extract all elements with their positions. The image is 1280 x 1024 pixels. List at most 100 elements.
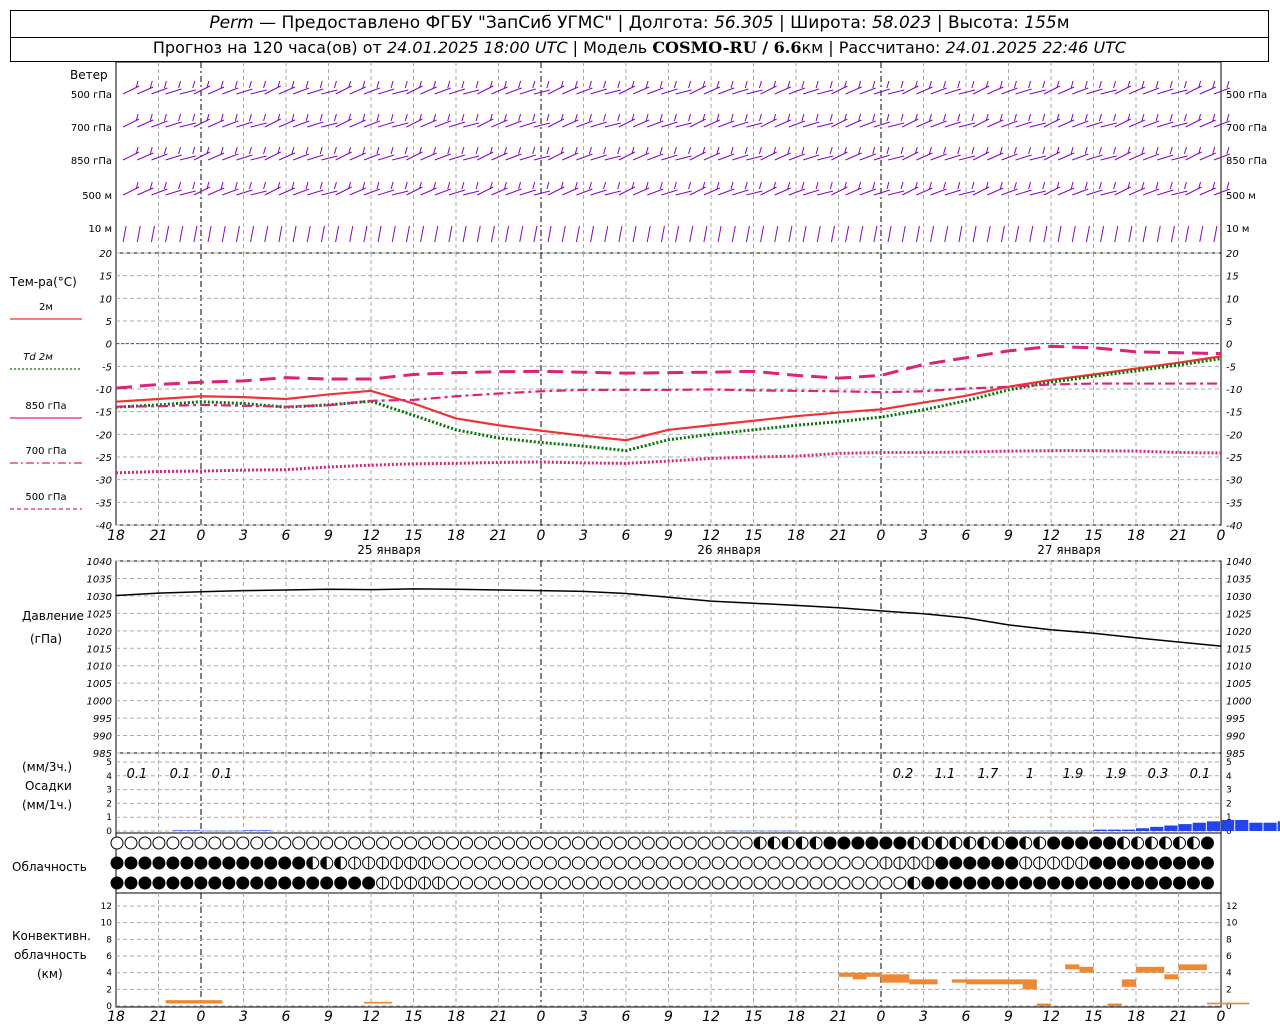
temp-tick-left: -25 — [96, 453, 112, 464]
cloud-symbol — [893, 856, 907, 870]
pressure-tick-right: 1020 — [1226, 627, 1251, 638]
cloud-symbol — [362, 836, 376, 850]
wind-barb-flag — [178, 113, 182, 122]
cloud-circle — [515, 856, 529, 870]
cloud-symbol — [250, 836, 264, 850]
wind-barb-flag — [362, 146, 366, 155]
precip-tick-right: 0 — [1226, 827, 1232, 837]
cloud-circle — [1047, 876, 1061, 890]
wind-barb-10m — [731, 225, 736, 243]
model-name: COSMO-RU / 6.6 — [652, 38, 802, 57]
pressure-tick-right: 985 — [1226, 749, 1245, 760]
wind-barb — [802, 154, 820, 161]
precip-tick-left: 0 — [106, 827, 112, 837]
wind-barb — [236, 154, 253, 161]
cloud-half — [1131, 837, 1138, 849]
temp-tick-left: -30 — [96, 476, 112, 487]
wind-barb-flag — [1042, 113, 1046, 122]
temp-hour-tick: 3 — [919, 528, 928, 544]
wind-barb — [1157, 121, 1174, 128]
cloud-circle — [110, 836, 124, 850]
wind-barb — [151, 87, 168, 95]
wind-barb-flag — [1028, 146, 1032, 155]
temp-tick-left: 10 — [99, 294, 112, 305]
cloud-symbol — [1019, 856, 1033, 870]
wind-barb-flag — [192, 146, 196, 155]
wind-barb — [363, 188, 381, 196]
cloud-circle — [208, 856, 222, 870]
cloud-symbol — [1172, 856, 1186, 870]
wind-barb-flag — [1198, 146, 1202, 155]
wind-barb-10m — [335, 225, 340, 243]
cloud-circle — [599, 836, 613, 850]
cloud-symbol — [334, 876, 348, 890]
wind-barb-flag — [999, 80, 1003, 89]
cloud-symbol — [1131, 856, 1145, 870]
cloud-symbol — [753, 856, 767, 870]
wind-barb — [236, 88, 253, 95]
cloud-half — [907, 837, 914, 849]
wind-barb-flag — [1212, 146, 1216, 155]
precip-bar — [1277, 821, 1280, 831]
cloud-symbol — [613, 876, 627, 890]
wind-barb-flag — [617, 146, 621, 155]
cloud-circle — [473, 836, 487, 850]
cloud-symbol — [907, 876, 921, 890]
wind-barb — [732, 154, 749, 161]
wind-barb — [590, 121, 607, 128]
wind-barb — [930, 120, 947, 128]
wind-barb-flag — [659, 80, 663, 89]
precip-bar — [1164, 825, 1178, 831]
wind-barb — [1015, 121, 1032, 128]
wind-barb — [717, 87, 735, 95]
precip-3h-total: 1.9 — [1063, 767, 1084, 782]
wind-barb-flag — [277, 113, 281, 122]
cloud-half — [1019, 837, 1026, 849]
conv-tick-left: 2 — [106, 985, 112, 995]
wind-barb-flag — [178, 80, 182, 89]
wind-barb — [647, 87, 664, 95]
wind-barb-flag — [914, 113, 918, 122]
cloud-circle — [473, 856, 487, 870]
pressure-tick-right: 1025 — [1226, 609, 1251, 620]
cloud-symbol — [376, 856, 390, 870]
cloud-circle — [1061, 836, 1075, 850]
cloud-circle — [292, 836, 306, 850]
wind-barb-flag — [305, 80, 309, 89]
cloud-symbol — [432, 836, 446, 850]
cloud-circle — [991, 856, 1005, 870]
cloud-symbol — [124, 876, 138, 890]
wind-barb — [576, 153, 593, 161]
cloud-symbol — [921, 836, 935, 850]
wind-barb — [675, 89, 692, 95]
cloud-symbol — [781, 856, 795, 870]
wind-barb-10m — [207, 225, 212, 243]
wind-barb-flag — [1113, 146, 1117, 155]
cloud-symbol — [418, 836, 432, 850]
wind-barb — [859, 153, 876, 161]
wind-barb — [1001, 188, 1018, 196]
wind-barb-flag — [447, 113, 451, 122]
cloud-circle — [487, 836, 501, 850]
wind-barb-flag — [914, 181, 918, 190]
precip-3h-total: 1.9 — [1106, 767, 1127, 782]
cloud-circle — [655, 836, 669, 850]
wind-barb-flag — [928, 146, 932, 155]
conv-bar — [881, 974, 910, 983]
cloud-circle — [138, 876, 152, 890]
cloud-symbol — [1005, 876, 1019, 890]
wind-barb-flag — [518, 80, 522, 89]
cloud-symbol — [376, 836, 390, 850]
wind-barb — [377, 88, 395, 95]
wind-barb — [661, 121, 678, 128]
cloud-circle — [725, 876, 739, 890]
cloud-symbol — [1019, 836, 1033, 850]
cloud-symbol — [166, 876, 180, 890]
wind-barb — [647, 120, 664, 128]
precip-tick-right: 1 — [1226, 813, 1232, 823]
day-label: 25 января — [357, 543, 420, 557]
temp-tick-right: 5 — [1226, 317, 1232, 328]
wind-barb-flag — [886, 113, 890, 122]
cloud-circle — [1047, 836, 1061, 850]
